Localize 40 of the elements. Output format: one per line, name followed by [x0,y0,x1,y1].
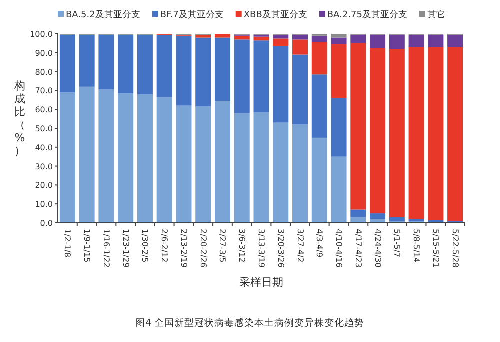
y-tick-label: 40.0 [35,143,53,152]
x-tick-label: 3/13-3/19 [257,229,266,268]
y-tick-label: 100.0 [30,30,53,39]
x-tick-label: 4/24-4/30 [373,229,382,268]
legend-label: BA.5.2及其亚分支 [66,10,140,20]
y-tick-label: 80.0 [35,68,53,77]
x-tick-label: 1/30-2/5 [140,229,150,263]
x-tick-label: 1/23-1/29 [121,229,130,268]
y-tick-label: 30.0 [35,162,53,172]
x-tick-label: 5/1-5/7 [392,229,402,258]
y-tick-label: 50.0 [35,124,53,134]
y-axis-title: 构成比（%） [14,80,26,158]
x-tick-label: 3/20-3/26 [276,229,286,268]
x-tick-label: 5/15-5/21 [431,229,440,268]
x-tick-label: 1/2-1/8 [63,229,72,258]
y-tick-label: 70.0 [35,86,53,96]
legend-label: BF.7及其亚分支 [160,10,224,20]
y-tick-label: 20.0 [35,181,53,190]
x-tick-label: 1/16-1/22 [102,229,111,268]
legend-label: BA.2.75及其亚分支 [327,10,408,20]
y-tick-label: 60.0 [35,106,53,115]
x-tick-label: 2/20-2/26 [198,229,208,268]
x-tick-label: 4/10-4/16 [334,229,344,268]
x-tick-label: 2/13-2/19 [179,229,188,268]
x-tick-label: 2/6-2/12 [160,229,170,263]
x-tick-label: 5/8-5/14 [412,229,422,263]
x-tick-label: 5/22-5/28 [450,229,460,268]
x-tick-label: 1/9-1/15 [82,229,92,263]
x-tick-label: 3/27-4/2 [296,229,305,263]
legend-label: 其它 [427,10,446,20]
x-tick-label: 4/3-4/9 [315,229,324,258]
y-tick-label: 0.0 [40,219,53,228]
caption: 图4 全国新型冠状病毒感染本土病例变异株变化趋势 [135,317,365,329]
y-tick-label: 90.0 [35,48,53,58]
legend-label: XBB及其亚分支 [244,10,308,20]
x-axis-title: 采样日期 [240,276,284,289]
y-tick-label: 10.0 [35,200,53,210]
x-tick-label: 4/17-4/23 [354,229,363,268]
x-tick-label: 3/6-3/12 [238,229,247,263]
x-tick-label: 2/27-3/5 [218,229,228,263]
